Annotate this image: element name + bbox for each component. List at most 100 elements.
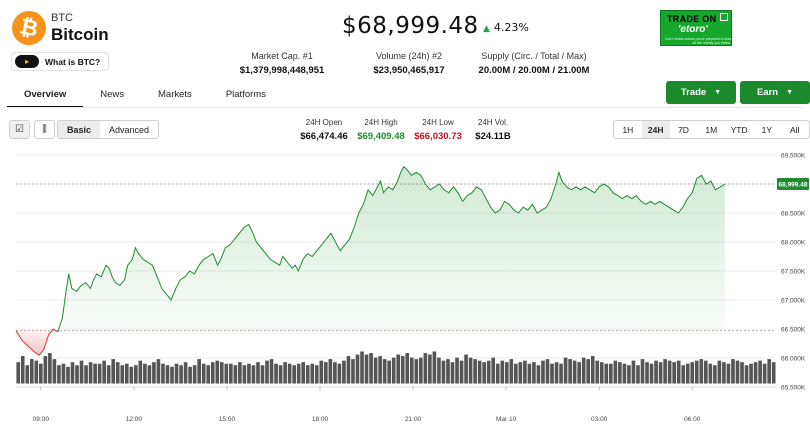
volume-bar (183, 362, 188, 384)
volume-bar (609, 363, 613, 384)
volume-bar (523, 360, 527, 384)
volume-bar (129, 366, 134, 384)
price-badge-bg (777, 178, 809, 190)
volume-bar (645, 362, 649, 384)
range-7d[interactable]: 7D (678, 125, 689, 135)
x-tick-label: 09:00 (33, 416, 50, 423)
high-label: 24H High (364, 118, 398, 127)
line-chart-icon[interactable]: ☑ (9, 120, 30, 139)
range-all[interactable]: All (789, 125, 800, 135)
candlestick-icon[interactable]: ⫼ (34, 120, 55, 139)
volume-bar (197, 359, 201, 384)
volume-bar (192, 365, 197, 384)
tab-markets[interactable]: Markets (158, 89, 192, 100)
range-1y[interactable]: 1Y (761, 125, 773, 135)
volume-bar (722, 362, 726, 384)
volume-bar (504, 362, 509, 384)
ad-title: TRADE ON (667, 14, 717, 24)
volume-bar (740, 362, 744, 384)
volume-bar (550, 363, 554, 384)
price-line-above-open (57, 165, 726, 333)
tab-platforms[interactable]: Platforms (225, 89, 266, 100)
volume-bar (88, 362, 93, 384)
x-tick-label: Mar 10 (496, 416, 517, 423)
trade-button[interactable]: Trade ▼ (666, 81, 736, 104)
volume-bar (473, 359, 477, 384)
volume-bar (749, 363, 753, 384)
volume-bar (731, 359, 735, 384)
volume-bar (604, 363, 609, 384)
volume-bar (717, 360, 722, 384)
volume-bar (29, 359, 34, 384)
volume-bar (690, 362, 695, 384)
volume-bar (514, 363, 518, 384)
y-tick-label: 66.500K (781, 327, 806, 334)
y-tick-label: 67.500K (781, 269, 806, 276)
range-ytd[interactable]: YTD (730, 125, 748, 135)
price-line-below-open (15, 328, 59, 356)
mode-basic[interactable]: Basic (58, 121, 101, 138)
volume-bar (419, 357, 423, 384)
range-1h[interactable]: 1H (622, 125, 634, 135)
volume-bar (43, 356, 48, 384)
volume-bar (382, 359, 387, 384)
tab-overview[interactable]: Overview (7, 81, 84, 108)
volume-bar (314, 365, 319, 384)
volume-bar (491, 357, 496, 384)
volume-bar (726, 363, 731, 384)
volume-bar (676, 360, 681, 384)
trade-label: Trade (680, 87, 707, 98)
volume-bar (16, 362, 21, 384)
volume-bar (708, 363, 713, 384)
volume-bar (115, 362, 120, 384)
volume-bar (229, 363, 233, 384)
tab-news[interactable]: News (100, 89, 125, 100)
volume-bar (265, 360, 269, 384)
volume-bar (758, 360, 762, 384)
volume-bar (278, 365, 283, 384)
time-range-selector: 1H 24H 7D 1M YTD 1Y All (613, 120, 810, 139)
volume-bar (25, 365, 30, 384)
volume-bar (423, 353, 428, 384)
volume-bar (93, 363, 97, 384)
range-24h[interactable]: 24H (641, 121, 670, 138)
what-is-btc-button[interactable]: ▸ What is BTC? (11, 52, 110, 71)
volume-bar (75, 365, 79, 384)
x-axis-labels: 09:00 12:00 15:00 18:00 21:00 Mar 10 03:00 06:0… (33, 387, 701, 423)
volume-bar (699, 359, 704, 384)
volume-bar (536, 365, 541, 384)
volume-bar (97, 363, 102, 384)
price-lines (15, 165, 726, 356)
volume-bar (437, 357, 441, 384)
volume-bar (509, 359, 514, 384)
volume-bar (224, 363, 229, 384)
y-tick-label: 68.500K (781, 211, 806, 218)
range-1m[interactable]: 1M (705, 125, 718, 135)
price-area-above-open (57, 166, 725, 332)
play-icon: ▸ (15, 55, 39, 68)
x-tick-label: 18:00 (312, 416, 329, 423)
volume-bar (165, 365, 170, 384)
volume-bar (631, 360, 636, 384)
chevron-down-icon: ▼ (786, 89, 794, 96)
price-change: ▲ 4.23% (483, 21, 529, 34)
volume-bar (387, 360, 391, 384)
volume-bar (455, 357, 459, 384)
volume-24h-stat: 24H Vol. $24.11B (468, 118, 518, 142)
volume-bar (283, 362, 287, 384)
volume-bar (753, 362, 758, 384)
volume-label: 24H Vol. (477, 118, 509, 127)
volume-bar (143, 363, 147, 384)
mode-advanced[interactable]: Advanced (109, 125, 150, 135)
volume-bar (364, 354, 369, 384)
earn-button[interactable]: Earn ▼ (740, 81, 810, 104)
volume-bar (84, 365, 88, 384)
etoro-ad-banner[interactable]: TRADE ON 'etoro' Don't invest unless you… (660, 10, 732, 46)
price-chart[interactable]: 65.500K 66.000K 66.500K 67.000K 67.500K 68.00… (0, 145, 810, 425)
up-arrow-icon: ▲ (483, 24, 490, 34)
volume-bar (269, 359, 274, 384)
volume-bar (260, 365, 265, 384)
volume-bar (333, 362, 337, 384)
volume-bar (170, 366, 174, 384)
volume-bar (52, 359, 57, 384)
